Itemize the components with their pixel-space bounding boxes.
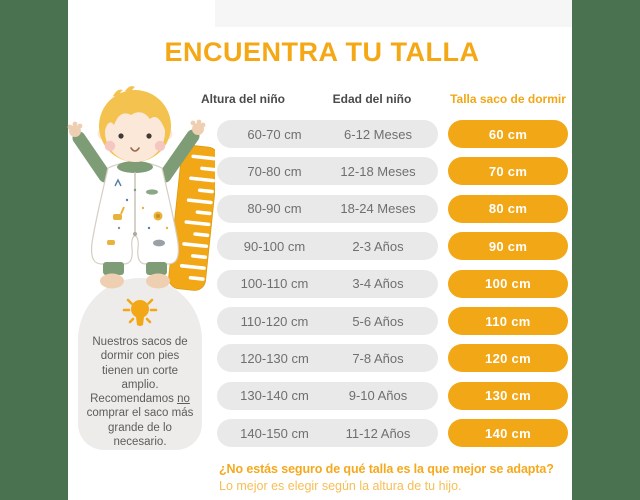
age-range-cell: 2-3 Años [352,238,404,254]
height-range-cell: 100-110 cm [240,276,309,292]
size-row-info-pill: 100-110 cm 3-4 Años [217,269,438,298]
feet [100,262,170,289]
size-row-info-pill: 140-150 cm 11-12 Años [217,419,438,448]
tip-emphasis: no [177,393,190,405]
size-row: 90-100 cm 2-3 Años 90 cm [0,232,640,261]
size-pill-button[interactable]: 70 cm [448,157,568,186]
lightbulb-icon [122,298,158,326]
ruler-icon [168,145,215,291]
animal-prints [107,178,169,247]
height-range-cell: 80-90 cm [247,201,302,217]
height-range-cell: 90-100 cm [243,238,306,254]
size-pill-button[interactable]: 60 cm [448,120,568,148]
footer-question: ¿No estás seguro de qué talla es la que … [219,462,554,476]
height-range-cell: 120-130 cm [240,350,309,366]
page-title: ENCUENTRA TU TALLA [164,37,480,67]
right-green-panel [572,0,640,500]
size-row-info-pill: 80-90 cm 18-24 Meses [217,194,438,223]
footer-answer: Lo mejor es elegir según la altura de tu… [219,479,462,493]
size-table-rows: 60-70 cm 6-12 Meses 60 cm 70-80 cm 12-18… [0,120,640,460]
size-pill-button[interactable]: 90 cm [448,232,568,261]
height-range-cell: 140-150 cm [240,425,309,441]
age-range-cell: 18-24 Meses [340,201,416,217]
age-range-cell: 3-4 Años [352,276,404,292]
column-header-age: Edad del niño [332,92,412,106]
size-row-info-pill: 60-70 cm 6-12 Meses [217,120,438,148]
age-range-cell: 6-12 Meses [344,126,412,142]
age-range-cell: 7-8 Años [352,350,404,366]
head [97,86,173,162]
height-range-cell: 70-80 cm [247,163,302,179]
size-row: 80-90 cm 18-24 Meses 80 cm [0,194,640,223]
height-range-cell: 60-70 cm [247,126,302,142]
height-range-cell: 130-140 cm [240,388,309,404]
age-range-cell: 5-6 Años [352,313,404,329]
size-pill-button[interactable]: 140 cm [448,419,568,448]
size-pill-button[interactable]: 130 cm [448,381,568,410]
size-row: 60-70 cm 6-12 Meses 60 cm [0,120,640,148]
size-pill-button[interactable]: 120 cm [448,344,568,373]
size-row-info-pill: 120-130 cm 7-8 Años [217,344,438,373]
size-row: 130-140 cm 9-10 Años 130 cm [0,381,640,410]
size-row: 140-150 cm 11-12 Años 140 cm [0,419,640,448]
size-row-info-pill: 130-140 cm 9-10 Años [217,381,438,410]
left-green-panel [0,0,68,500]
size-pill-button[interactable]: 80 cm [448,194,568,223]
size-pill-button[interactable]: 110 cm [448,307,568,335]
age-range-cell: 11-12 Años [345,425,411,441]
size-row: 110-120 cm 5-6 Años 110 cm [0,307,640,335]
age-range-cell: 9-10 Años [348,388,408,404]
size-row-info-pill: 90-100 cm 2-3 Años [217,232,438,261]
height-range-cell: 110-120 cm [240,313,309,329]
size-row: 70-80 cm 12-18 Meses 70 cm [0,157,640,186]
top-gray-strip [215,0,572,27]
size-row: 100-110 cm 3-4 Años 100 cm [0,269,640,298]
age-range-cell: 12-18 Meses [340,163,416,179]
column-header-height: Altura del niño [201,92,285,106]
size-pill-button[interactable]: 100 cm [448,269,568,298]
tip-text: Nuestros sacos de dormir con pies tienen… [86,336,194,448]
tip-box: Nuestros sacos de dormir con pies tienen… [78,278,202,450]
size-row: 120-130 cm 7-8 Años 120 cm [0,344,640,373]
column-header-size: Talla saco de dormir [450,92,566,106]
size-row-info-pill: 110-120 cm 5-6 Años [217,307,438,335]
arms [67,119,206,183]
size-row-info-pill: 70-80 cm 12-18 Meses [217,157,438,186]
child-illustration [67,86,215,291]
